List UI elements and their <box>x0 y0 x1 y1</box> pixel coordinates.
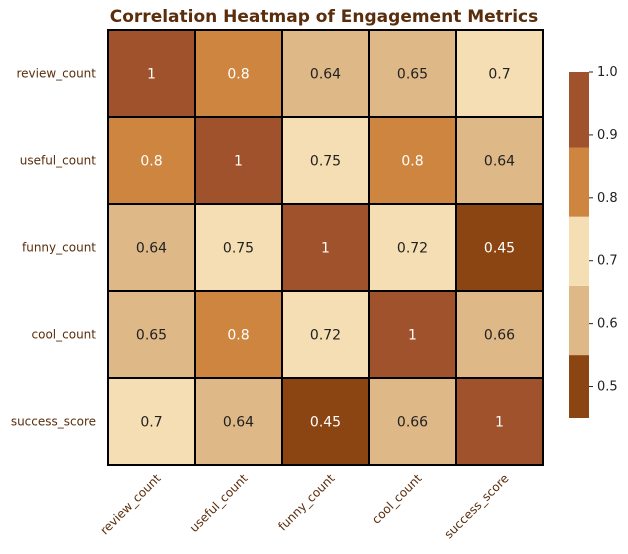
column-tick-label: success_score <box>441 471 511 541</box>
heatmap-cell <box>455 377 544 466</box>
heatmap-cell <box>455 290 544 379</box>
column-tick-label: funny_count <box>275 471 337 533</box>
cell-value-label: 0.66 <box>397 415 428 431</box>
cell-value-label: 0.7 <box>140 415 162 431</box>
row-tick-label: useful_count <box>20 154 97 168</box>
column-tick-label: cool_count <box>369 471 425 527</box>
colorbar-tick-label: 0.8 <box>597 191 618 206</box>
cell-value-label: 0.7 <box>488 67 510 83</box>
colorbar-tick-label: 0.9 <box>597 128 618 143</box>
heatmap-cell <box>107 377 196 466</box>
column-tick-label: review_count <box>97 471 163 537</box>
heatmap-cell <box>107 290 196 379</box>
cell-value-label: 0.75 <box>310 154 341 170</box>
colorbar-tick-label: 0.7 <box>597 254 618 269</box>
cell-value-label: 0.72 <box>310 328 341 344</box>
colorbar-bin <box>569 147 589 217</box>
heatmap-cell <box>281 116 370 205</box>
cell-value-label: 1 <box>408 328 417 344</box>
heatmap-cell <box>194 290 283 379</box>
cell-value-label: 0.64 <box>136 241 167 257</box>
cell-value-label: 0.64 <box>484 154 515 170</box>
row-tick-label: review_count <box>16 67 96 81</box>
cell-value-label: 1 <box>234 154 243 170</box>
cell-value-label: 1 <box>495 415 504 431</box>
heatmap-cell <box>455 116 544 205</box>
colorbar-bin <box>569 355 589 418</box>
cell-value-label: 0.66 <box>484 328 515 344</box>
cell-value-label: 0.64 <box>223 415 254 431</box>
cell-value-label: 0.45 <box>310 415 341 431</box>
cell-value-label: 0.8 <box>227 328 249 344</box>
colorbar-bin <box>569 216 589 286</box>
cell-value-label: 0.72 <box>397 241 428 257</box>
cell-value-label: 0.65 <box>397 67 428 83</box>
cell-value-label: 0.75 <box>223 241 254 257</box>
column-labels: review_count useful_count funny_count cool_… <box>97 471 511 541</box>
heatmap-cell <box>281 377 370 466</box>
colorbar-tick-label: 0.6 <box>597 317 618 332</box>
heatmap-cell <box>368 290 457 379</box>
cell-value-label: 0.8 <box>227 67 249 83</box>
row-labels: review_count useful_count funny_count cool_… <box>11 67 96 429</box>
colorbar: 1.0 0.9 0.8 0.7 0.6 0.5 <box>569 65 618 418</box>
row-tick-label: success_score <box>11 415 96 429</box>
cell-value-label: 0.8 <box>401 154 423 170</box>
heatmap-cell <box>107 116 196 205</box>
heatmap-cell <box>194 377 283 466</box>
heatmap-cells: 1 0.8 0.64 0.65 0.7 0.8 1 0.75 0.8 0.64 0.64 0.75 1 0… <box>107 29 544 466</box>
heatmap-cell <box>281 290 370 379</box>
cell-value-label: 0.8 <box>140 154 162 170</box>
colorbar-bin <box>569 72 589 148</box>
colorbar-bin <box>569 285 589 356</box>
cell-value-label: 0.64 <box>310 67 341 83</box>
row-tick-label: funny_count <box>22 241 96 255</box>
cell-value-label: 0.65 <box>136 328 167 344</box>
cell-value-label: 0.45 <box>484 241 515 257</box>
colorbar-tick-label: 1.0 <box>597 65 618 80</box>
heatmap-cell <box>194 29 283 118</box>
colorbar-tick-label: 0.5 <box>597 380 618 395</box>
heatmap-cell <box>368 203 457 292</box>
heatmap-cell <box>194 203 283 292</box>
cell-value-label: 1 <box>147 67 156 83</box>
heatmap-cell <box>107 29 196 118</box>
cell-value-label: 1 <box>321 241 330 257</box>
column-tick-label: useful_count <box>187 471 251 535</box>
chart-title: Correlation Heatmap of Engagement Metric… <box>110 7 538 27</box>
row-tick-label: cool_count <box>32 328 97 342</box>
